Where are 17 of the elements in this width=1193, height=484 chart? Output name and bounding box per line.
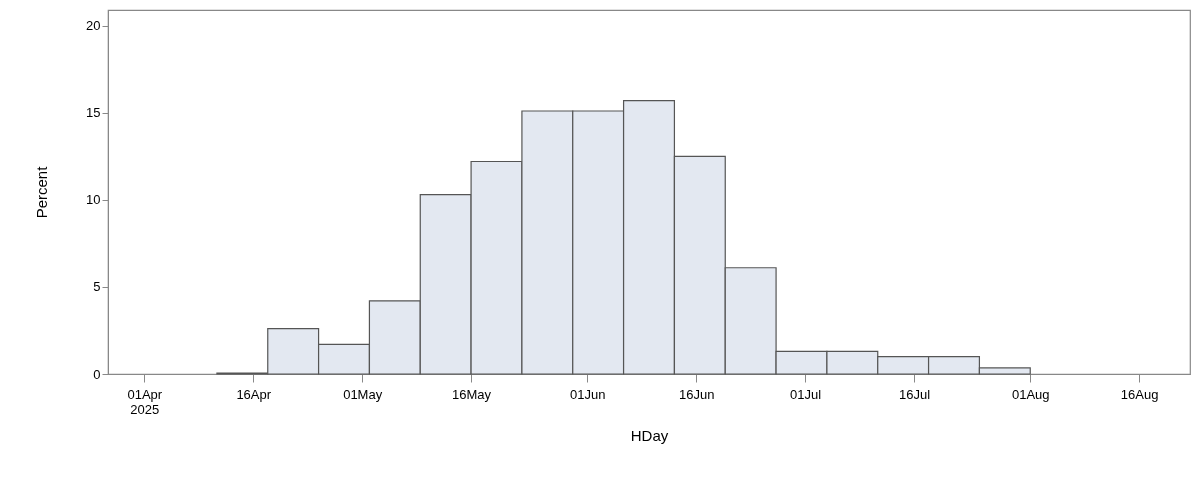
x-axis-title: HDay: [630, 426, 669, 444]
y-tick-label: 0: [93, 366, 101, 382]
x-tick-label: 01Jun: [570, 386, 606, 402]
x-tick-label: 16Jun: [678, 386, 715, 402]
x-tick-label: 01Jul: [790, 386, 822, 402]
y-tick-label: 5: [93, 279, 101, 295]
x-tick-label: 01Aug: [1011, 386, 1050, 402]
x-tick-label: 16Aug: [1120, 386, 1159, 402]
y-axis-title: Percent: [33, 165, 51, 219]
y-tick-label: 10: [86, 192, 101, 208]
x-tick-label: 16Apr: [236, 386, 272, 402]
x-tick-label: 16Jul: [899, 386, 931, 402]
y-tick-label: 15: [86, 105, 101, 121]
x-tick-label: 16May: [452, 386, 492, 402]
x-tick-label: 01Apr 2025: [127, 386, 163, 417]
y-tick-label: 20: [86, 18, 101, 34]
x-tick-label: 01May: [343, 386, 383, 402]
